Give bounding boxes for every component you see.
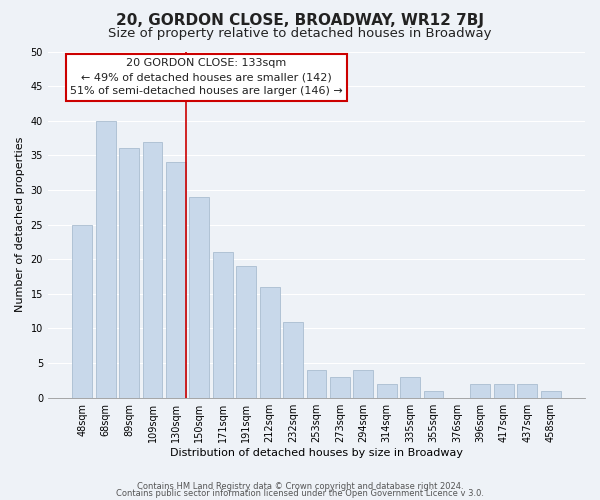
Bar bbox=[143, 142, 163, 398]
Bar bbox=[517, 384, 537, 398]
Text: Size of property relative to detached houses in Broadway: Size of property relative to detached ho… bbox=[108, 28, 492, 40]
Text: Contains HM Land Registry data © Crown copyright and database right 2024.: Contains HM Land Registry data © Crown c… bbox=[137, 482, 463, 491]
Text: Contains public sector information licensed under the Open Government Licence v : Contains public sector information licen… bbox=[116, 490, 484, 498]
Bar bbox=[330, 377, 350, 398]
Bar bbox=[541, 391, 560, 398]
Bar bbox=[494, 384, 514, 398]
Text: 20, GORDON CLOSE, BROADWAY, WR12 7BJ: 20, GORDON CLOSE, BROADWAY, WR12 7BJ bbox=[116, 12, 484, 28]
Y-axis label: Number of detached properties: Number of detached properties bbox=[15, 137, 25, 312]
Bar bbox=[400, 377, 420, 398]
Bar bbox=[283, 322, 303, 398]
Bar bbox=[236, 266, 256, 398]
Bar bbox=[73, 224, 92, 398]
Text: 20 GORDON CLOSE: 133sqm
← 49% of detached houses are smaller (142)
51% of semi-d: 20 GORDON CLOSE: 133sqm ← 49% of detache… bbox=[70, 58, 343, 96]
Bar bbox=[96, 120, 116, 398]
Bar bbox=[470, 384, 490, 398]
Bar bbox=[213, 252, 233, 398]
Bar bbox=[166, 162, 186, 398]
Bar bbox=[424, 391, 443, 398]
Bar bbox=[377, 384, 397, 398]
X-axis label: Distribution of detached houses by size in Broadway: Distribution of detached houses by size … bbox=[170, 448, 463, 458]
Bar bbox=[353, 370, 373, 398]
Bar bbox=[190, 197, 209, 398]
Bar bbox=[307, 370, 326, 398]
Bar bbox=[119, 148, 139, 398]
Bar bbox=[260, 287, 280, 398]
